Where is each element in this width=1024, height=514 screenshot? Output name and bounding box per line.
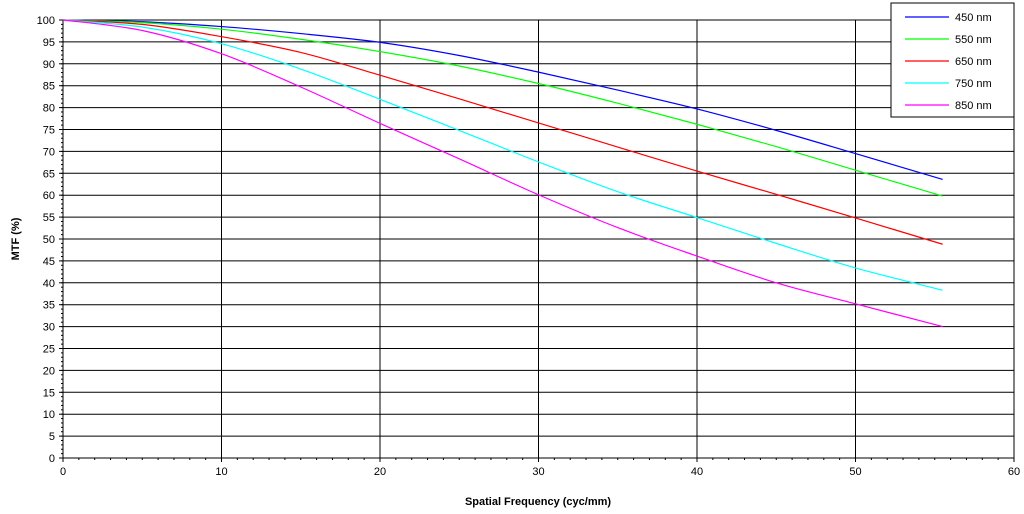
y-tick-label: 90 [43,59,55,71]
series-line-450-nm [62,19,943,181]
series-line-750-nm [62,19,943,291]
y-tick-label: 85 [43,81,55,93]
y-tick-label: 60 [43,190,55,202]
legend-label: 450 nm [955,12,992,24]
x-tick-label: 30 [532,466,544,478]
legend-box [890,2,1015,118]
x-tick-label: 0 [60,466,66,478]
series-line-850-nm [62,19,943,328]
y-tick-label: 35 [43,300,55,312]
legend-label: 650 nm [955,56,992,68]
y-tick-label: 15 [43,387,55,399]
y-tick-label: 50 [43,234,55,246]
x-tick-label: 20 [374,466,386,478]
series-line-550-nm [62,19,943,197]
grid [62,19,1015,459]
series-line-650-nm [62,19,943,245]
y-tick-label: 70 [43,146,55,158]
y-tick-label: 5 [49,431,55,443]
y-tick-label: 95 [43,37,55,49]
y-tick-label: 0 [49,453,55,465]
x-tick-label: 50 [849,466,861,478]
y-tick-label: 45 [43,256,55,268]
x-tick-label: 60 [1008,466,1020,478]
y-axis-title: MTF (%) [10,217,22,260]
y-tick-label: 30 [43,322,55,334]
y-tick-label: 65 [43,168,55,180]
y-tick-label: 55 [43,212,55,224]
y-tick-label: 40 [43,278,55,290]
y-tick-labels: 0 5 10 15 20 25 30 35 40 45 50 55 60 65 70 75 80 85 90 95 10… [37,15,55,465]
legend-label: 550 nm [955,34,992,46]
series-lines [62,19,943,328]
x-axis-title: Spatial Frequency (cyc/mm) [465,496,611,508]
plot-frame [62,19,1015,459]
legend-label: 750 nm [955,78,992,90]
x-tick-label: 40 [691,466,703,478]
y-tick-label: 75 [43,125,55,137]
y-tick-label: 10 [43,409,55,421]
y-tick-label: 80 [43,103,55,115]
legend-label: 850 nm [955,100,992,112]
y-tick-label: 20 [43,365,55,377]
legend: 450 nm 550 nm 650 nm 750 nm 850 nm [890,2,1015,118]
y-tick-label: 25 [43,344,55,356]
y-tick-label: 100 [37,15,55,27]
axes [59,19,1015,462]
x-tick-labels: 0 10 20 30 40 50 60 [60,466,1020,478]
x-tick-label: 10 [215,466,227,478]
